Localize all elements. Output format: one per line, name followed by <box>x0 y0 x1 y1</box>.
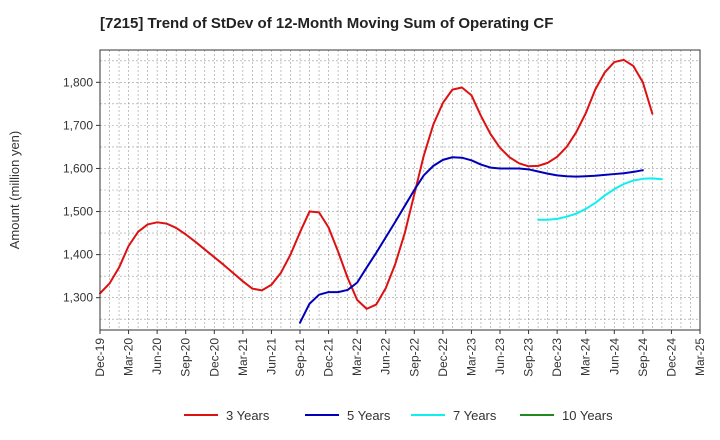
grid <box>100 50 700 330</box>
series-line-1 <box>99 58 654 310</box>
y-ticks: 1,300 1,400 1,500 1,600 1,700 1,800 <box>63 75 100 305</box>
x-tick-label: Dec-23 <box>550 338 564 377</box>
series-layer <box>99 58 663 324</box>
plot-frame <box>99 49 701 331</box>
x-tick-label: Sep-24 <box>636 338 650 377</box>
x-tick-label: Mar-21 <box>236 338 250 376</box>
x-tick-label: Jun-20 <box>150 338 164 375</box>
x-tick-label: Jun-21 <box>264 338 278 375</box>
y-tick-label: 1,600 <box>63 161 93 175</box>
legend-label: 5 Years <box>347 408 391 423</box>
x-tick-label: Dec-20 <box>207 338 221 377</box>
series-line-2 <box>299 156 644 324</box>
x-tick-label: Mar-23 <box>464 338 478 376</box>
y-tick-label: 1,300 <box>63 291 93 305</box>
x-tick-label: Jun-24 <box>607 338 621 375</box>
legend: 3 Years 5 Years 7 Years 10 Years <box>184 408 613 423</box>
x-tick-label: Mar-20 <box>122 338 136 376</box>
x-tick-label: Mar-22 <box>350 338 364 376</box>
y-tick-label: 1,700 <box>63 118 93 132</box>
legend-label: 7 Years <box>453 408 497 423</box>
x-tick-label: Dec-19 <box>93 338 107 377</box>
series-line-3 <box>537 177 663 221</box>
x-tick-label: Sep-22 <box>407 338 421 377</box>
chart-title: [7215] Trend of StDev of 12-Month Moving… <box>100 15 553 32</box>
x-tick-label: Dec-21 <box>322 338 336 377</box>
y-tick-label: 1,500 <box>63 205 93 219</box>
y-tick-label: 1,400 <box>63 248 93 262</box>
x-tick-label: Mar-24 <box>579 338 593 376</box>
legend-label: 3 Years <box>226 408 270 423</box>
x-tick-label: Sep-23 <box>522 338 536 377</box>
x-tick-label: Jun-22 <box>379 338 393 375</box>
x-ticks: Dec-19 Mar-20 Jun-20 Sep-20 Dec-20 Mar-21 Jun-… <box>93 330 707 377</box>
x-tick-label: Jun-23 <box>493 338 507 375</box>
y-axis-label: Amount (million yen) <box>7 131 22 250</box>
x-tick-label: Dec-22 <box>436 338 450 377</box>
x-tick-label: Sep-21 <box>293 338 307 377</box>
x-tick-label: Mar-25 <box>693 338 707 376</box>
y-tick-label: 1,800 <box>63 75 93 89</box>
x-tick-label: Dec-24 <box>664 338 678 377</box>
x-tick-label: Sep-20 <box>179 338 193 377</box>
legend-label: 10 Years <box>562 408 613 423</box>
